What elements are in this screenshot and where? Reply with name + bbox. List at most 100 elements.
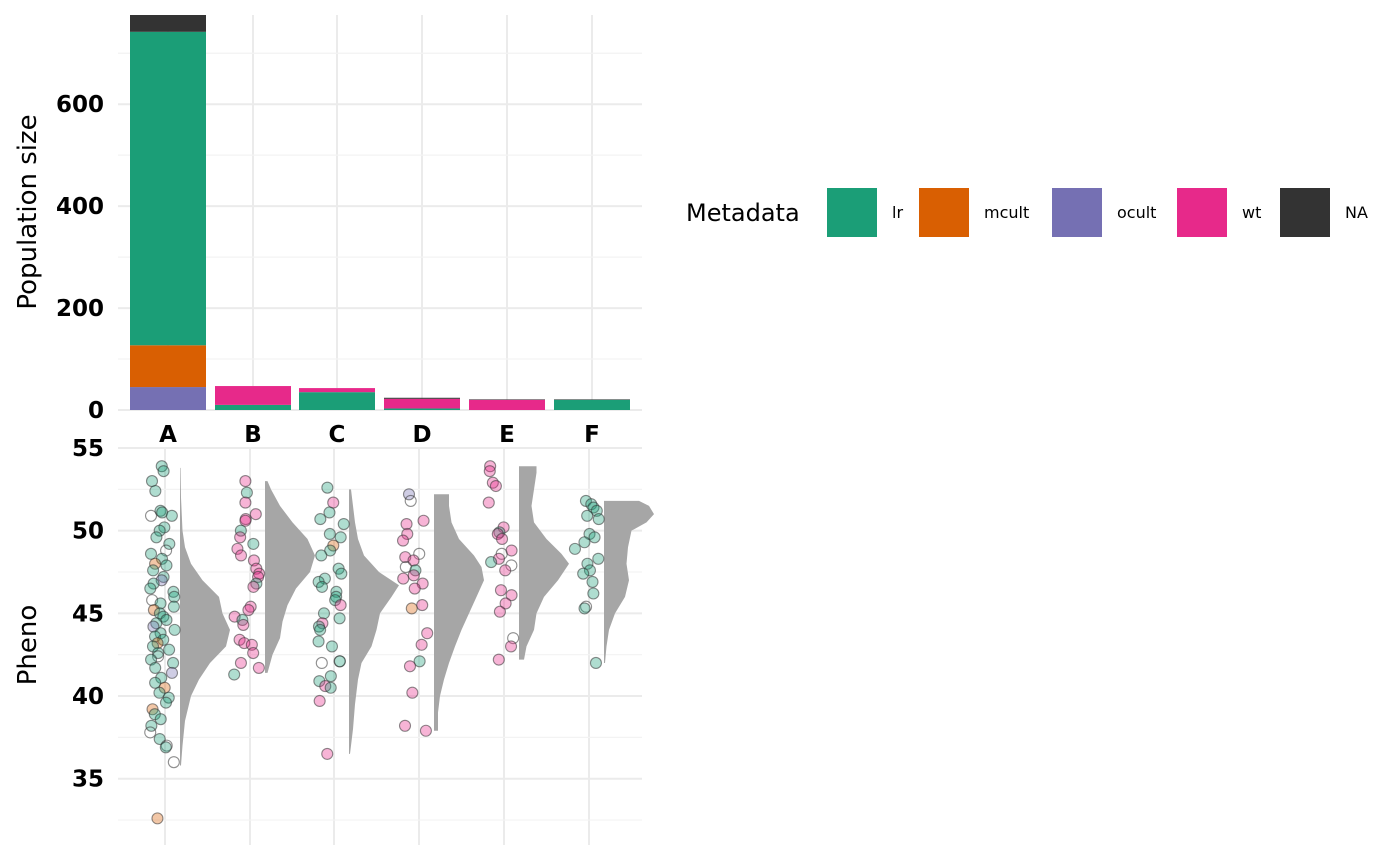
point-A: [165, 509, 178, 522]
point-A: [154, 504, 167, 517]
point-A: [147, 603, 160, 617]
point-B: [234, 531, 247, 544]
legend: Metadata lr mcult ocult wt NA: [686, 188, 1368, 237]
point-C: [333, 612, 346, 625]
point-A: [160, 739, 173, 752]
point-E: [485, 556, 498, 569]
point-C: [325, 640, 339, 653]
point-C: [335, 567, 348, 580]
point-A: [154, 713, 167, 726]
point-A: [165, 666, 179, 679]
point-A: [144, 582, 157, 595]
bar-x-tick-label: F: [584, 422, 600, 448]
point-B: [247, 537, 260, 550]
point-F: [592, 552, 605, 565]
point-D: [397, 572, 410, 585]
legend-label-mcult: mcult: [984, 203, 1029, 222]
point-D: [408, 582, 421, 595]
point-C: [315, 580, 329, 593]
point-D: [415, 638, 428, 651]
point-A: [144, 547, 158, 560]
bar-y-tick-label: 200: [56, 296, 104, 322]
point-A: [160, 559, 173, 572]
bar-x-tick-label: D: [412, 422, 431, 448]
bar-segment-A-ocult: [130, 387, 206, 410]
point-F: [587, 587, 600, 600]
point-A: [147, 564, 160, 577]
point-A: [146, 594, 159, 607]
point-E: [507, 632, 520, 645]
point-A: [167, 656, 180, 670]
bar-x-tick-label: B: [244, 422, 262, 448]
point-A: [168, 623, 181, 636]
density-A: [180, 467, 230, 766]
point-A: [163, 537, 176, 550]
point-D: [396, 534, 410, 547]
bar-segment-E-wt: [469, 399, 545, 410]
point-A: [153, 524, 166, 537]
point-A: [149, 557, 162, 570]
point-F: [577, 567, 590, 580]
scatter-y-tick-label: 35: [72, 767, 104, 793]
point-E: [493, 526, 506, 539]
point-D: [405, 602, 418, 615]
legend-key-ocult: [1052, 188, 1102, 237]
bar-segment-A-lr: [130, 31, 206, 346]
point-F: [583, 564, 597, 577]
point-A: [151, 812, 164, 825]
legend-title: Metadata: [686, 199, 800, 227]
scatter-grid: [118, 447, 642, 845]
point-D: [404, 494, 417, 507]
scatter-y-ticks: 35 40 45 50 55: [72, 436, 104, 793]
scatter-y-tick-label: 40: [72, 684, 104, 710]
bar-x-tick-label: A: [159, 422, 177, 448]
point-C: [314, 623, 327, 636]
density-F: [604, 500, 654, 663]
legend-key-mcult: [919, 188, 969, 237]
point-E: [495, 532, 509, 545]
legend-label-ocult: ocult: [1117, 203, 1156, 222]
point-A: [157, 465, 170, 478]
bar-y-ticks: 0 200 400 600: [56, 92, 104, 424]
density-D: [434, 494, 484, 731]
bar-x-tick-label: C: [329, 422, 346, 448]
point-A: [168, 590, 181, 603]
scatter-y-tick-label: 45: [72, 601, 104, 627]
point-A: [149, 676, 162, 689]
bar-y-tick-label: 0: [88, 398, 104, 424]
point-D: [401, 527, 414, 541]
point-A: [167, 756, 180, 769]
point-A: [144, 726, 157, 739]
point-A: [153, 686, 166, 699]
point-B: [252, 661, 265, 674]
point-C: [315, 549, 328, 562]
bar-segment-D-lr: [384, 408, 460, 410]
point-A: [157, 570, 170, 584]
legend-key-lr: [827, 188, 877, 237]
point-F: [568, 542, 582, 555]
point-B: [239, 496, 252, 509]
point-D: [407, 569, 420, 582]
point-E: [499, 564, 512, 577]
point-C: [321, 747, 334, 760]
point-F: [588, 531, 601, 544]
point-A: [144, 509, 158, 522]
point-C: [321, 481, 334, 494]
point-C: [312, 635, 325, 648]
point-F: [581, 509, 594, 522]
density-E: [519, 466, 569, 660]
point-D: [406, 686, 419, 699]
point-B: [231, 542, 244, 555]
point-A: [167, 600, 180, 613]
point-F: [580, 600, 593, 613]
point-A: [163, 643, 176, 656]
point-E: [492, 653, 505, 666]
density-C: [349, 489, 399, 754]
point-C: [313, 694, 326, 708]
bar-segment-A-mcult: [130, 345, 206, 388]
point-B: [237, 618, 250, 631]
point-D: [398, 719, 412, 732]
point-D: [421, 627, 434, 640]
point-C: [324, 681, 337, 694]
